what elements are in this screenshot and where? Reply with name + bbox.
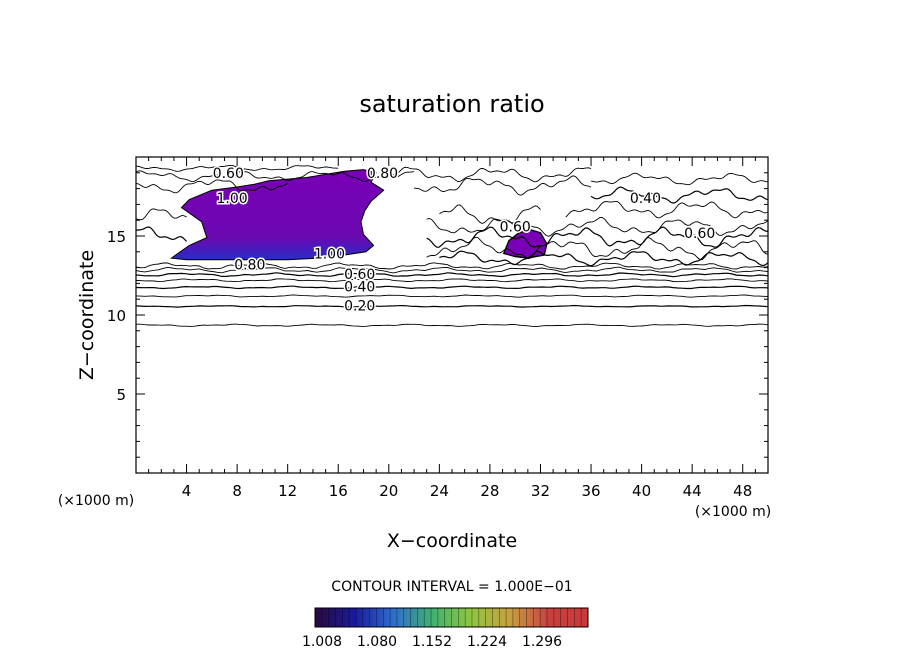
contour-line — [135, 278, 769, 283]
colorbar-tick-label: 1.080 — [357, 634, 397, 650]
contour-line — [426, 226, 769, 248]
contour-label: 0.20 — [344, 299, 375, 315]
colorbar-tick-label: 1.152 — [412, 634, 452, 650]
y-tick-label: 5 — [116, 386, 126, 404]
contour-line — [439, 204, 541, 224]
contour-labels: 0.60 0.801.00 0.400.601.000.600.800.600.40… — [211, 164, 717, 316]
y-axis-label: Z−coordinate — [76, 250, 98, 380]
contour-line — [135, 226, 188, 242]
y-tick-label: 10 — [107, 307, 126, 325]
contour-lines — [135, 164, 769, 327]
contour-line — [135, 272, 769, 278]
contour-interval-note: CONTOUR INTERVAL = 1.000E−01 — [331, 579, 572, 595]
x-tick-label: 12 — [278, 482, 297, 500]
contour-line — [426, 236, 769, 261]
contour-label: 0.60 — [500, 220, 531, 236]
x-tick-label: 8 — [232, 482, 242, 500]
x-axis-label: X−coordinate — [387, 530, 517, 552]
contour-label: 0.60 — [344, 267, 375, 283]
x-tick-label: 28 — [480, 482, 499, 500]
contour-line — [439, 250, 769, 267]
contour-line — [590, 186, 769, 204]
y-axis-unit: (×1000 m) — [58, 493, 134, 509]
x-tick-label: 40 — [632, 482, 651, 500]
fill-region-west — [170, 169, 385, 261]
x-tick-label: 20 — [379, 482, 398, 500]
x-tick-label: 44 — [683, 482, 702, 500]
colorbar-tick-label: 1.224 — [467, 634, 507, 650]
contour-label: 1.00 — [217, 191, 248, 207]
contour-line — [135, 294, 769, 298]
contour-label: 0.60 — [684, 226, 715, 242]
colorbar-tick-label: 1.296 — [522, 634, 562, 650]
contour-line — [565, 200, 769, 219]
contour-label: 1.00 — [314, 246, 345, 262]
x-tick-label: 36 — [581, 482, 600, 500]
x-tick-label: 32 — [531, 482, 550, 500]
x-tick-label: 48 — [733, 482, 752, 500]
colorbar: 1.008 1.080 1.152 1.224 1.296 — [302, 607, 589, 650]
x-axis-unit: (×1000 m) — [695, 504, 771, 520]
contour-label: 0.40 — [344, 280, 375, 296]
colorbar-tick-label: 1.008 — [302, 634, 342, 650]
contour-line — [136, 323, 769, 327]
contour-line — [135, 179, 288, 194]
contour-line — [590, 172, 769, 186]
contour-line — [135, 285, 769, 290]
contour-label: 0.80 — [367, 166, 398, 182]
contour-line — [135, 170, 415, 182]
contour-line — [135, 262, 769, 270]
x-tick-label: 24 — [430, 482, 449, 500]
contour-line — [135, 304, 769, 308]
contour-line — [135, 266, 769, 274]
x-tick-label: 4 — [182, 482, 192, 500]
contour-line — [414, 175, 592, 196]
contour-label: 0.80 — [234, 257, 265, 273]
contour-line — [388, 166, 592, 183]
y-tick-label: 15 — [107, 228, 126, 246]
contour-line — [136, 208, 187, 221]
chart-title: saturation ratio — [359, 90, 544, 118]
contour-line — [135, 164, 339, 172]
x-tick-label: 16 — [329, 482, 348, 500]
contour-label: 0.60 — [213, 166, 244, 182]
contour-label: 0.40 — [630, 191, 661, 207]
